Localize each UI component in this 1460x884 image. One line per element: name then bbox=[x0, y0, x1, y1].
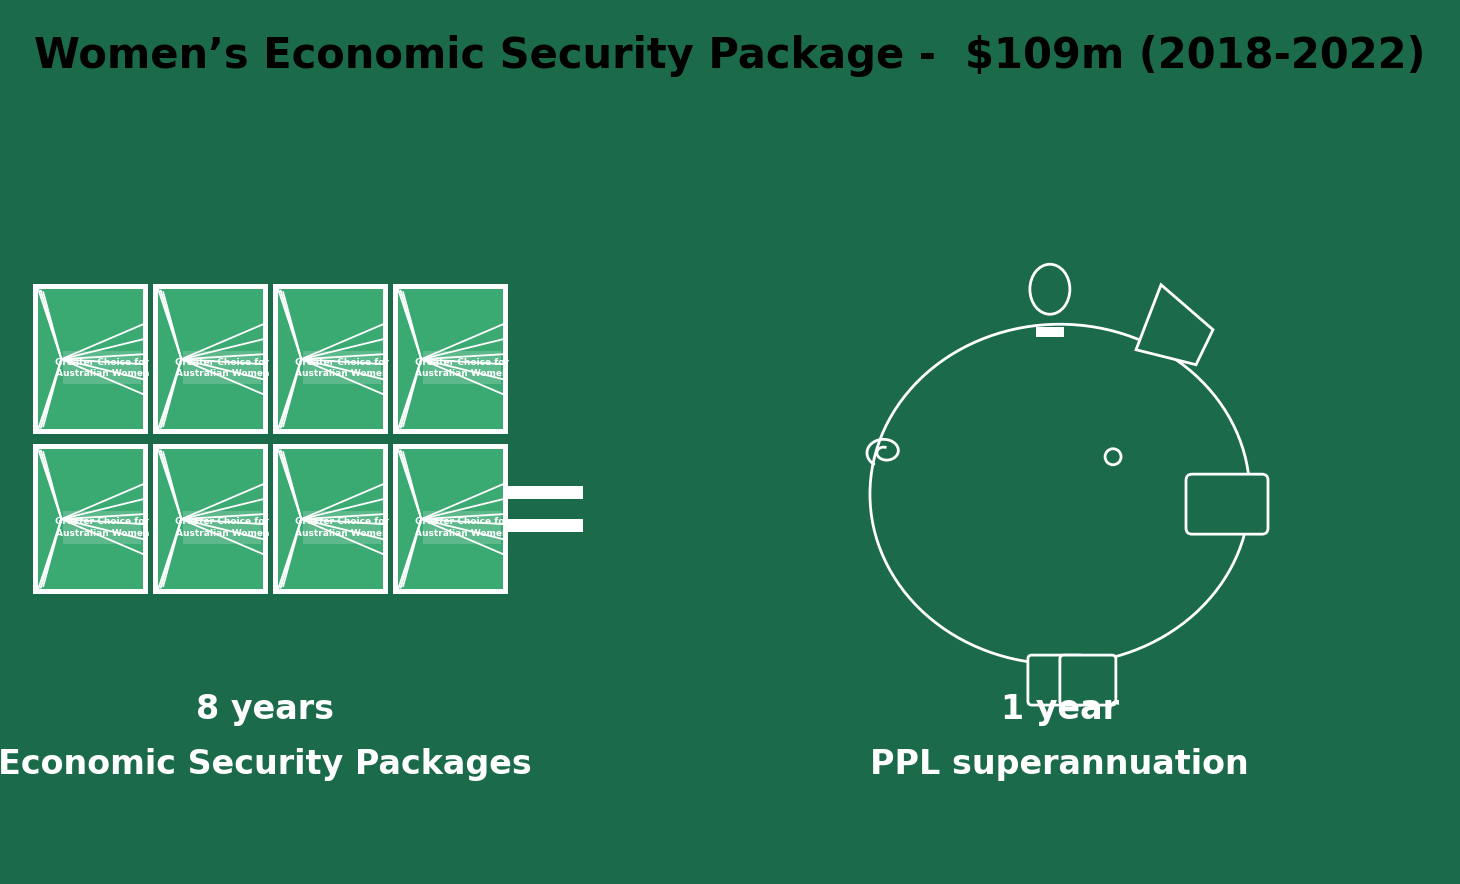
Text: Greater Choice for
Australian Women: Greater Choice for Australian Women bbox=[175, 517, 269, 537]
Ellipse shape bbox=[1029, 264, 1070, 314]
FancyBboxPatch shape bbox=[393, 285, 508, 434]
Text: Greater Choice for
Australian Women: Greater Choice for Australian Women bbox=[415, 357, 510, 377]
FancyBboxPatch shape bbox=[423, 511, 501, 545]
Text: Greater Choice for
Australian Women: Greater Choice for Australian Women bbox=[295, 357, 390, 377]
Text: PPL superannuation: PPL superannuation bbox=[870, 748, 1250, 781]
FancyBboxPatch shape bbox=[158, 449, 263, 589]
FancyBboxPatch shape bbox=[273, 285, 388, 434]
FancyBboxPatch shape bbox=[279, 449, 383, 589]
FancyBboxPatch shape bbox=[184, 351, 261, 385]
Text: 1 year: 1 year bbox=[1002, 692, 1118, 726]
FancyBboxPatch shape bbox=[63, 511, 142, 545]
FancyBboxPatch shape bbox=[423, 351, 501, 385]
FancyBboxPatch shape bbox=[508, 486, 583, 499]
FancyBboxPatch shape bbox=[1028, 655, 1083, 705]
Text: Greater Choice for
Australian Women: Greater Choice for Australian Women bbox=[295, 517, 390, 537]
FancyBboxPatch shape bbox=[184, 511, 261, 545]
FancyBboxPatch shape bbox=[63, 351, 142, 385]
Text: 8 years: 8 years bbox=[196, 692, 334, 726]
Polygon shape bbox=[1136, 285, 1213, 365]
FancyBboxPatch shape bbox=[273, 444, 388, 594]
FancyBboxPatch shape bbox=[393, 444, 508, 594]
Ellipse shape bbox=[1105, 449, 1121, 465]
Text: Greater Choice for
Australian Women: Greater Choice for Australian Women bbox=[55, 357, 149, 377]
FancyBboxPatch shape bbox=[1037, 327, 1064, 337]
FancyBboxPatch shape bbox=[38, 289, 143, 429]
FancyBboxPatch shape bbox=[1186, 474, 1267, 534]
FancyBboxPatch shape bbox=[34, 444, 149, 594]
FancyBboxPatch shape bbox=[153, 444, 269, 594]
Text: Greater Choice for
Australian Women: Greater Choice for Australian Women bbox=[175, 357, 269, 377]
Text: Greater Choice for
Australian Women: Greater Choice for Australian Women bbox=[415, 517, 510, 537]
Text: Economic Security Packages: Economic Security Packages bbox=[0, 748, 531, 781]
Ellipse shape bbox=[870, 324, 1250, 664]
FancyBboxPatch shape bbox=[508, 519, 583, 532]
FancyBboxPatch shape bbox=[153, 285, 269, 434]
FancyBboxPatch shape bbox=[158, 289, 263, 429]
Text: Women’s Economic Security Package -  $109m (2018-2022): Women’s Economic Security Package - $109… bbox=[34, 35, 1426, 77]
FancyBboxPatch shape bbox=[304, 511, 381, 545]
FancyBboxPatch shape bbox=[1060, 655, 1115, 705]
FancyBboxPatch shape bbox=[304, 351, 381, 385]
FancyBboxPatch shape bbox=[399, 289, 504, 429]
FancyBboxPatch shape bbox=[399, 449, 504, 589]
FancyBboxPatch shape bbox=[38, 449, 143, 589]
FancyBboxPatch shape bbox=[279, 289, 383, 429]
Text: Greater Choice for
Australian Women: Greater Choice for Australian Women bbox=[55, 517, 149, 537]
FancyBboxPatch shape bbox=[34, 285, 149, 434]
